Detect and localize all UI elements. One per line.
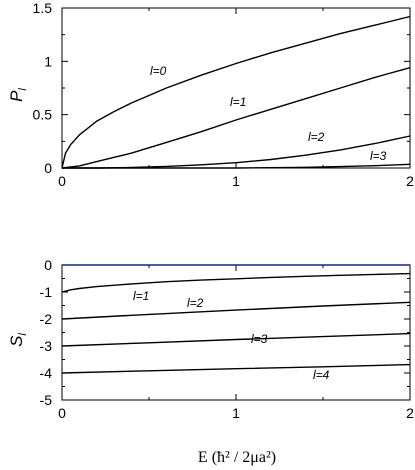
series-line-l-3 [62,163,411,169]
y-tick-label: -5 [40,392,53,408]
top-curve-labels: l=0 l=1 l=2 l=3 [150,64,387,163]
curve-label-l-2: l=2 [308,130,325,144]
curve-label-l-1: l=1 [230,95,246,109]
curve-label-l-2: l=2 [187,296,204,310]
series-line-l-2 [62,135,411,169]
y-tick-label: 1 [44,53,52,69]
x-tick-label: 1 [232,173,240,189]
series-line-l-4 [61,363,411,374]
bottom-curve-labels: l=1 l=2 l=3 l=4 [133,289,330,382]
bottom-series [61,264,411,374]
curve-label-l-3: l=3 [370,149,387,163]
y-tick-label: 1.5 [33,0,53,16]
x-tick-label: 2 [406,173,414,189]
y-tick-label: -1 [40,284,53,300]
y-tick-label: -4 [40,365,53,381]
x-tick-label: 0 [58,405,66,421]
x-tick-label: 0 [58,173,66,189]
y-tick-label: -2 [40,311,53,327]
top-plot-frame [61,7,411,169]
curve-label-l-1: l=1 [133,289,149,303]
curve-label-l-0: l=0 [150,64,167,78]
curve-label-l-4: l=4 [313,368,330,382]
series-line-l-3 [61,332,411,347]
y-tick-label: 0 [44,160,52,176]
series-line-l-1 [61,272,411,293]
x-tick-label: 1 [232,405,240,421]
x-axis-label: E (ħ² / 2μa²) [198,449,276,466]
y-tick-label: 0 [44,257,52,273]
series-line-l-2 [61,301,411,320]
top-series [61,15,411,169]
series-line-l-1 [61,67,411,169]
bottom-axis-ticks: 0 1 2 0 -1 -2 -3 -4 -5 [40,257,415,421]
bottom-y-axis-label: Sl [7,333,29,347]
y-tick-label: 0.5 [33,107,53,123]
top-y-axis-label: Pl [7,88,29,102]
series-line-l-0 [61,15,411,169]
x-tick-label: 2 [406,405,414,421]
curve-label-l-3: l=3 [251,332,268,346]
top-axis-ticks: 0 1 2 0 0.5 1 1.5 [33,0,415,189]
y-tick-label: -3 [40,338,53,354]
